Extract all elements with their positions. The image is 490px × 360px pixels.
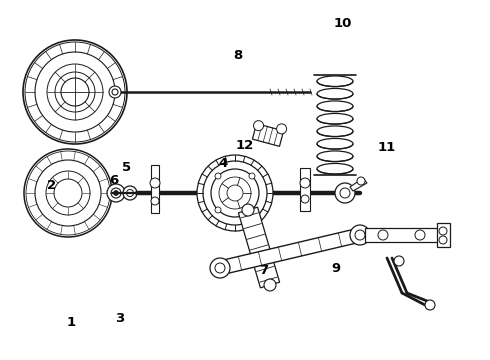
Polygon shape [437,223,450,247]
Polygon shape [239,207,280,288]
Circle shape [378,230,388,240]
Circle shape [114,190,119,195]
Circle shape [126,189,133,197]
Circle shape [112,89,118,95]
Polygon shape [219,228,362,275]
Text: 2: 2 [47,179,56,192]
Circle shape [151,197,159,205]
Circle shape [203,161,267,225]
Ellipse shape [317,163,353,174]
Text: 3: 3 [116,312,124,325]
Circle shape [415,230,425,240]
Circle shape [197,155,273,231]
Circle shape [301,195,309,203]
Ellipse shape [317,113,353,124]
Circle shape [210,258,230,278]
Text: 7: 7 [259,264,268,276]
Circle shape [340,188,350,198]
Circle shape [425,300,435,310]
Ellipse shape [317,89,353,99]
Circle shape [335,183,355,203]
Polygon shape [300,168,310,211]
Circle shape [264,279,276,291]
Circle shape [355,230,365,240]
Circle shape [107,184,125,202]
Circle shape [150,178,160,188]
Circle shape [109,86,121,98]
Text: 12: 12 [236,139,254,152]
Ellipse shape [317,139,353,149]
Circle shape [215,207,221,213]
Text: 5: 5 [122,161,131,174]
Circle shape [211,169,259,217]
Circle shape [350,225,370,245]
Circle shape [111,188,121,198]
Circle shape [253,121,264,131]
Text: 4: 4 [219,157,227,170]
Text: 8: 8 [233,49,242,62]
Polygon shape [151,165,159,213]
Circle shape [249,207,255,213]
Circle shape [227,185,243,201]
Polygon shape [252,123,284,147]
Polygon shape [365,228,440,242]
Ellipse shape [317,76,353,86]
Text: 10: 10 [334,17,352,30]
Circle shape [276,124,287,134]
Ellipse shape [317,101,353,112]
Text: 1: 1 [67,316,75,329]
Circle shape [215,173,221,179]
Circle shape [300,178,310,188]
Polygon shape [350,178,367,191]
Circle shape [242,204,254,216]
Circle shape [394,256,404,266]
Circle shape [357,177,365,185]
Circle shape [439,227,447,235]
Text: 9: 9 [331,262,340,275]
Text: 11: 11 [378,141,396,154]
Circle shape [219,177,251,209]
Circle shape [123,186,137,200]
Text: 6: 6 [109,174,118,186]
Circle shape [439,236,447,244]
Ellipse shape [317,126,353,136]
Circle shape [215,263,225,273]
Circle shape [249,173,255,179]
Ellipse shape [317,151,353,162]
